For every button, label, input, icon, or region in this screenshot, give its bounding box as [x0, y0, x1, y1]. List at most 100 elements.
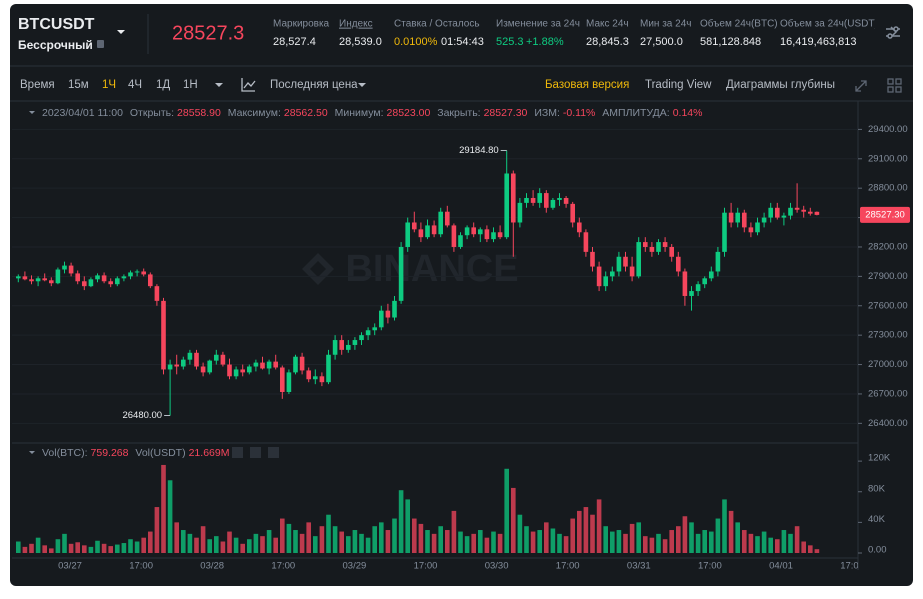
volume-bar	[42, 545, 47, 553]
volume-bar	[695, 533, 701, 553]
volume-bar	[35, 537, 41, 553]
layout-icon[interactable]	[887, 78, 902, 93]
x-tick-label: 17:00	[840, 561, 864, 572]
y-tick-label: 26700.00	[868, 388, 908, 399]
candle-body	[55, 269, 61, 284]
candle-body	[676, 256, 681, 272]
volume-bar	[702, 530, 707, 553]
candle-body	[280, 367, 285, 392]
volume-legend-toggle[interactable]	[29, 451, 35, 454]
volume-bar	[306, 522, 311, 553]
candle-body	[471, 227, 476, 235]
y-tick-label: 29100.00	[868, 153, 908, 164]
candle-body	[42, 278, 47, 281]
candle-body	[240, 369, 245, 373]
symbol[interactable]: BTCUSDT	[18, 16, 95, 33]
x-tick-label: 17:00	[414, 561, 438, 572]
y-tick-label: 26400.00	[868, 418, 908, 429]
interval[interactable]: 15м	[68, 79, 89, 91]
candle-body	[801, 209, 806, 212]
candle-body	[814, 211, 820, 215]
interval[interactable]: 1Н	[183, 79, 198, 91]
candle-body	[227, 364, 232, 377]
volume-legend-buttons[interactable]	[232, 447, 279, 458]
candle-body	[115, 278, 120, 285]
volume-bar	[563, 536, 569, 553]
candle-body	[775, 207, 780, 218]
x-tick-label: 03/31	[627, 561, 651, 572]
x-tick-label: 03/30	[485, 561, 509, 572]
candle-body	[174, 364, 179, 367]
volume-bar	[22, 546, 28, 553]
candle-body	[484, 229, 490, 240]
view-tab-active[interactable]: Базовая версия	[545, 79, 629, 91]
volume-bar	[181, 530, 186, 553]
candle-body	[728, 212, 734, 223]
legend-value: -0.11%	[563, 107, 596, 119]
volume-bar	[530, 531, 536, 553]
stat-value: 28,845.3	[586, 36, 629, 48]
candle-body	[372, 327, 377, 331]
settings-icon[interactable]	[886, 26, 900, 39]
volume-bar	[214, 536, 219, 553]
volume-bar	[662, 539, 668, 553]
stat-value: 01:54:43	[441, 36, 484, 48]
interval[interactable]: 1Д	[156, 79, 170, 91]
candle-body	[610, 271, 615, 277]
candle-body	[643, 242, 648, 247]
ohlc-legend: 2023/04/01 11:00 Открыть: 28558.90 Максим…	[42, 107, 702, 119]
view-tab[interactable]: Trading View	[645, 79, 712, 91]
candle-body	[715, 251, 721, 272]
x-tick-label: 17:00	[271, 561, 295, 572]
volume-bar	[200, 526, 206, 553]
volume-bar	[227, 531, 232, 553]
view-tab[interactable]: Диаграммы глубины	[726, 79, 835, 91]
candle-body	[656, 242, 661, 252]
volume-bar	[775, 539, 780, 553]
volume-bar	[49, 548, 54, 553]
volume-bar	[517, 514, 523, 553]
interval[interactable]: 4Ч	[128, 79, 142, 91]
volume-bar	[544, 522, 549, 553]
volume-bar	[709, 531, 714, 553]
candle-body	[735, 212, 740, 223]
stat-value: 525.3	[496, 36, 524, 48]
volume-bar	[253, 533, 259, 553]
candle-body	[557, 197, 562, 200]
candle-body	[141, 271, 146, 275]
volume-bar	[590, 514, 595, 553]
candle-body	[214, 354, 219, 361]
volume-bar	[438, 526, 443, 553]
legend-toggle[interactable]	[29, 111, 35, 114]
volume-bar	[801, 541, 806, 553]
volume-bar	[88, 546, 94, 553]
stat-label: Изменение за 24ч	[496, 19, 580, 30]
volume-bar	[233, 537, 239, 553]
interval-active[interactable]: 1Ч	[102, 79, 116, 91]
stat-label[interactable]: Индекс	[339, 19, 373, 30]
fullscreen-icon[interactable]	[855, 80, 867, 92]
volume-bar	[570, 518, 575, 553]
price-type[interactable]: Последняя цена	[270, 79, 358, 91]
volume-bar	[497, 533, 503, 553]
interval-dropdown[interactable]	[215, 83, 223, 87]
symbol-dropdown[interactable]	[117, 30, 125, 34]
last-price-box	[860, 206, 910, 223]
volume-bar	[491, 531, 496, 553]
candle-body	[29, 279, 34, 282]
volume-bar	[471, 533, 476, 553]
candle-body	[313, 376, 318, 380]
volume-bar	[154, 507, 160, 553]
legend-value: 0.14%	[673, 107, 703, 119]
indicator-icon[interactable]	[241, 78, 256, 92]
price-type-dropdown[interactable]	[358, 83, 366, 87]
candle-body	[425, 225, 430, 238]
candle-body	[16, 276, 21, 279]
candle-body	[167, 364, 173, 370]
candle-body	[306, 370, 311, 380]
volume-bar	[273, 537, 278, 553]
candle-body	[134, 271, 140, 273]
volume-bar	[167, 480, 173, 553]
candle-body	[748, 227, 754, 233]
volume-bar	[398, 490, 404, 553]
